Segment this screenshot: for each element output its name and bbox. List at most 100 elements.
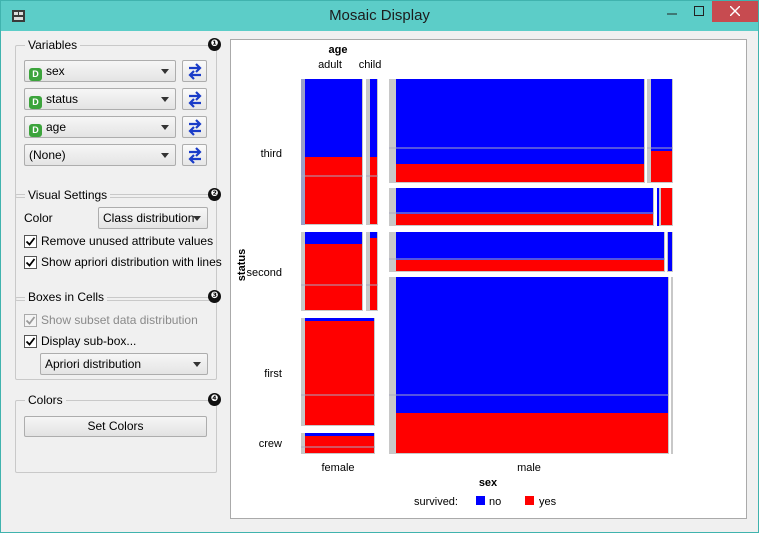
age-value-child: child <box>359 59 382 71</box>
cell-male-adult-crew <box>389 277 669 454</box>
variable-select-2-value: status <box>46 92 79 106</box>
colors-title: Colors <box>25 393 66 407</box>
sex-value-female: female <box>321 462 354 474</box>
swap-button-2[interactable] <box>182 88 207 110</box>
checkbox-box <box>24 335 37 348</box>
variable-select-4[interactable]: (None) <box>24 144 176 166</box>
app-icon <box>12 10 25 22</box>
show-subset-checkbox[interactable]: Show subset data distribution <box>24 313 214 329</box>
color-label: Color <box>24 211 53 225</box>
cell-male-child-third <box>647 79 673 183</box>
sex-axis-title: sex <box>479 477 498 489</box>
age-axis-title: age <box>329 44 348 56</box>
swap-icon <box>188 91 202 108</box>
cell-female-adult-third <box>301 79 363 225</box>
mosaic-canvas: age adult child status third second firs… <box>236 44 673 508</box>
boxes-in-cells-badge: ❸ <box>208 290 221 303</box>
boxes-in-cells-title: Boxes in Cells <box>25 290 108 304</box>
colors-group <box>15 400 217 473</box>
cell-female-adult-first <box>301 318 375 426</box>
chevron-down-icon <box>161 69 169 74</box>
checkmark-icon <box>25 316 36 325</box>
maximize-button[interactable] <box>685 1 712 22</box>
swap-button-1[interactable] <box>182 60 207 82</box>
swap-icon <box>188 63 202 80</box>
display-subbox-checkbox[interactable]: Display sub-box... <box>24 334 214 350</box>
age-value-adult: adult <box>318 59 342 71</box>
cell-male-child-crew <box>671 277 673 454</box>
colors-badge: ❹ <box>208 393 221 406</box>
maximize-icon <box>693 6 704 16</box>
discrete-tag: D <box>29 124 42 137</box>
swap-button-3[interactable] <box>182 116 207 138</box>
variables-title: Variables <box>25 38 81 52</box>
title-bar: Mosaic Display <box>1 1 758 31</box>
variables-group <box>15 45 217 198</box>
cell-male-adult-second <box>389 188 654 226</box>
legend-label-yes: yes <box>539 496 557 508</box>
checkbox-box <box>24 314 37 327</box>
cell-male-adult-third <box>389 79 645 183</box>
cell-male-child-first <box>667 232 673 272</box>
set-colors-button[interactable]: Set Colors <box>24 416 207 437</box>
variable-select-3-value: age <box>46 120 67 134</box>
visual-settings-title: Visual Settings <box>25 188 111 202</box>
variables-badge: ❶ <box>208 38 221 51</box>
legend-swatch-no <box>476 496 485 505</box>
swap-button-4[interactable] <box>182 144 207 166</box>
checkmark-icon <box>25 337 36 346</box>
cell-female-child-second <box>366 232 378 311</box>
discrete-tag: D <box>29 96 42 109</box>
checkmark-icon <box>25 237 36 246</box>
color-select[interactable]: Class distribution <box>98 207 208 229</box>
show-apriori-checkbox[interactable]: Show apriori distribution with lines <box>24 255 222 271</box>
legend-label-no: no <box>489 496 501 508</box>
show-subset-label: Show subset data distribution <box>41 313 198 327</box>
chevron-down-icon <box>193 362 201 367</box>
minimize-button[interactable] <box>658 1 685 22</box>
minimize-icon <box>666 13 677 15</box>
show-apriori-label: Show apriori distribution with lines <box>41 255 222 269</box>
visual-settings-badge: ❷ <box>208 188 221 201</box>
checkmark-icon <box>25 258 36 267</box>
cell-female-child-third <box>366 79 378 225</box>
legend-title: survived: <box>414 496 458 508</box>
chevron-down-icon <box>161 125 169 130</box>
chevron-down-icon <box>193 216 201 221</box>
mosaic-plot: age adult child status third second firs… <box>230 39 747 519</box>
subbox-select-value: Apriori distribution <box>45 357 142 371</box>
remove-unused-label: Remove unused attribute values <box>41 234 214 248</box>
status-value-third: third <box>261 148 282 160</box>
status-value-first: first <box>264 368 282 380</box>
remove-unused-checkbox[interactable]: Remove unused attribute values <box>24 234 214 250</box>
sex-value-male: male <box>517 462 541 474</box>
status-axis-title: status <box>236 249 248 281</box>
chevron-down-icon <box>161 153 169 158</box>
variable-select-4-value: (None) <box>29 148 66 162</box>
status-value-crew: crew <box>259 438 282 450</box>
cell-female-adult-crew <box>301 433 375 454</box>
variable-select-1-value: sex <box>46 64 65 78</box>
discrete-tag: D <box>29 68 42 81</box>
display-subbox-label: Display sub-box... <box>41 334 137 348</box>
chevron-down-icon <box>161 97 169 102</box>
close-icon <box>730 6 740 16</box>
visual-settings-group <box>15 194 217 301</box>
cell-female-adult-second <box>301 232 363 311</box>
boxes-in-cells-group <box>15 297 217 380</box>
close-button[interactable] <box>712 1 758 22</box>
swap-icon <box>188 147 202 164</box>
subbox-select[interactable]: Apriori distribution <box>40 353 208 375</box>
cell-male-child-second <box>657 188 673 226</box>
checkbox-box <box>24 256 37 269</box>
color-select-value: Class distribution <box>103 211 195 225</box>
window-title: Mosaic Display <box>329 7 430 24</box>
swap-icon <box>188 119 202 136</box>
status-value-second: second <box>247 267 282 279</box>
checkbox-box <box>24 235 37 248</box>
